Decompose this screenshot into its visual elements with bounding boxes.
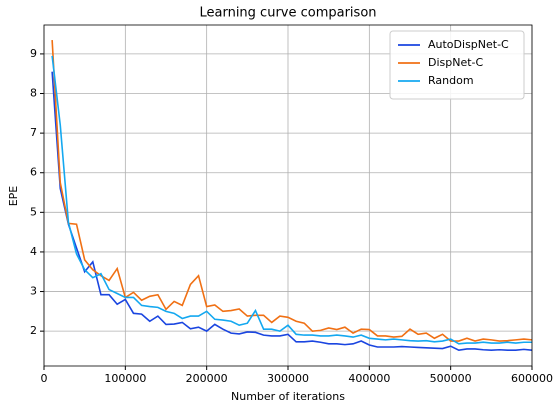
y-axis-label: EPE [7, 186, 20, 207]
series-line [51, 55, 532, 345]
legend-box [389, 30, 525, 100]
x-tick-label: 400000 [348, 372, 390, 385]
x-tick-label: 0 [41, 372, 48, 385]
x-tick-label: 300000 [267, 372, 309, 385]
x-tick-label: 200000 [186, 372, 228, 385]
y-tick-label: 5 [30, 205, 37, 218]
y-tick-label: 7 [30, 126, 37, 139]
y-tick-label: 4 [30, 245, 37, 258]
plot-frame [43, 24, 533, 367]
y-tick-label: 6 [30, 166, 37, 179]
legend-label: Random [428, 74, 474, 87]
y-tick-label: 3 [30, 285, 37, 298]
x-tick-label: 500000 [430, 372, 472, 385]
series-line [51, 40, 533, 342]
y-tick-label: 8 [30, 87, 37, 100]
x-tick-label: 100000 [104, 372, 146, 385]
chart-title: Learning curve comparison [199, 6, 376, 21]
series-line [51, 71, 533, 351]
x-tick-label: 600000 [511, 372, 553, 385]
y-tick-label: 2 [30, 324, 37, 337]
y-tick-label: 9 [30, 47, 37, 60]
x-axis-label: Number of iterations [231, 390, 345, 403]
legend-label: AutoDispNet-C [428, 38, 509, 51]
legend-label: DispNet-C [428, 56, 484, 69]
